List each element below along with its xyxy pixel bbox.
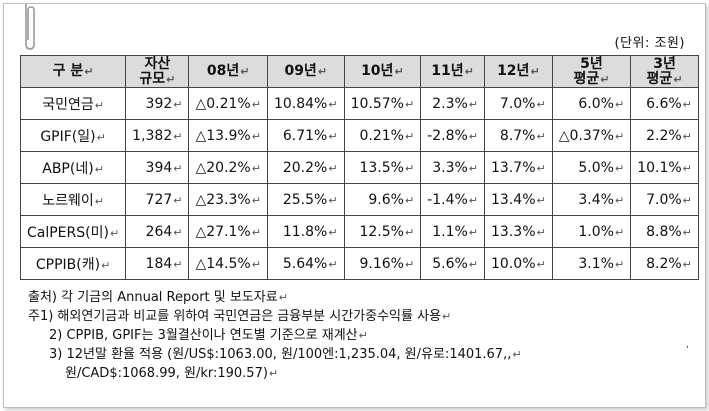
column-header-text: 5년	[580, 55, 603, 72]
value-cell: △27.1%↵	[188, 215, 268, 248]
value-cell: 13.4%↵	[484, 183, 553, 216]
fund-name-cell: 국민연금↵	[19, 87, 127, 120]
value-cell: △20.2%↵	[188, 151, 268, 184]
value-cell: 6.71%↵	[266, 119, 345, 152]
note-2: 2) CPPIB, GPIF는 3월결산이나 연도별 기준으로 재계산↵	[49, 328, 368, 343]
value-cell: △13.9%↵	[188, 119, 268, 152]
column-header: 10년↵	[343, 55, 422, 88]
column-header-text: 규모	[139, 70, 166, 87]
value-cell: 6.6%↵	[630, 87, 699, 120]
column-header: 08년↵	[188, 55, 268, 88]
value-cell: △23.3%↵	[188, 183, 268, 216]
column-header-text: 자산	[144, 55, 171, 72]
pension-returns-table: 구 분↵ 자산 규모↵ 08년↵ 09년↵ 10년↵ 11년↵ 12년↵ 5년 평균↵ 3년 평균↵ …	[19, 55, 699, 280]
value-cell: 1.0%↵	[551, 215, 632, 248]
value-cell: 3.4%↵	[551, 183, 632, 216]
note-1: 주1) 해외연기금과 비교를 위하여 국민연금은 금융부분 시간가중수익률 사용…	[28, 309, 452, 324]
column-header-text: 구 분	[52, 63, 84, 79]
fund-name-cell: CPPIB(캐)↵	[19, 247, 127, 280]
column-header-text: 평균	[573, 70, 600, 87]
value-cell: △0.37%↵	[551, 119, 632, 152]
value-cell: 3.1%↵	[551, 247, 632, 280]
value-cell: 10.1%↵	[630, 151, 699, 184]
value-cell: 5.0%↵	[551, 151, 632, 184]
table-row: CPPIB(캐)↵ 184↵ △14.5%↵ 5.64%↵ 9.16%↵ 5.6%↵ 10.…	[19, 247, 699, 280]
value-cell: 10.84%↵	[266, 87, 345, 120]
fund-name-cell: ABP(네)↵	[19, 151, 127, 184]
value-cell: 3.3%↵	[420, 151, 486, 184]
table-row: GPIF(일)↵ 1,382↵ △13.9%↵ 6.71%↵ 0.21%↵ -2.8%↵ 8…	[19, 119, 699, 152]
value-cell: -1.4%↵	[420, 183, 486, 216]
column-header: 3년 평균↵	[630, 55, 699, 88]
value-cell: 8.8%↵	[630, 215, 699, 248]
paperclip-icon	[25, 4, 35, 50]
note-3: 3) 12년말 환율 적용 (원/US$:1063.00, 원/100엔:1,2…	[49, 347, 522, 362]
column-header: 5년 평균↵	[551, 55, 632, 88]
value-cell: 20.2%↵	[266, 151, 345, 184]
table-header-row: 구 분↵ 자산 규모↵ 08년↵ 09년↵ 10년↵ 11년↵ 12년↵ 5년 평균↵ 3년 평균↵	[19, 55, 699, 88]
column-header-text: 11년	[431, 63, 464, 79]
column-header-text: 08년	[206, 63, 240, 79]
fund-name-cell: GPIF(일)↵	[19, 119, 127, 152]
value-cell: △0.21%↵	[188, 87, 268, 120]
value-cell: 1,382↵	[125, 119, 190, 152]
value-cell: 184↵	[125, 247, 190, 280]
column-header-text: 12년	[497, 63, 530, 79]
column-header-text: 3년	[653, 55, 676, 72]
fund-name-cell: 노르웨이↵	[19, 183, 127, 216]
value-cell: 264↵	[125, 215, 190, 248]
value-cell: 13.3%↵	[484, 215, 553, 248]
value-cell: 13.7%↵	[484, 151, 553, 184]
value-cell: 8.2%↵	[630, 247, 699, 280]
column-header-text: 평균	[646, 70, 673, 87]
table-row: 국민연금↵ 392↵ △0.21%↵ 10.84%↵ 10.57%↵ 2.3%↵ 7.0%↵…	[19, 87, 699, 120]
value-cell: 6.0%↵	[551, 87, 632, 120]
value-cell: 9.6%↵	[343, 183, 422, 216]
value-cell: 10.57%↵	[343, 87, 422, 120]
value-cell: 11.8%↵	[266, 215, 345, 248]
value-cell: △14.5%↵	[188, 247, 268, 280]
table-row: CalPERS(미)↵ 264↵ △27.1%↵ 11.8%↵ 12.5%↵ 1.1%↵ 1…	[19, 215, 699, 248]
value-cell: 7.0%↵	[484, 87, 553, 120]
value-cell: 10.0%↵	[484, 247, 553, 280]
notes-block: 출처) 각 기금의 Annual Report 및 보도자료↵ 주1) 해외연기…	[28, 288, 522, 383]
unit-label: (단위: 조원)	[614, 36, 685, 51]
value-cell: 7.0%↵	[630, 183, 699, 216]
column-header: 11년↵	[420, 55, 486, 88]
value-cell: 5.6%↵	[420, 247, 486, 280]
value-cell: 5.64%↵	[266, 247, 345, 280]
source-note: 출처) 각 기금의 Annual Report 및 보도자료↵	[28, 290, 288, 305]
value-cell: 8.7%↵	[484, 119, 553, 152]
value-cell: 0.21%↵	[343, 119, 422, 152]
value-cell: 9.16%↵	[343, 247, 422, 280]
column-header: 자산 규모↵	[125, 55, 190, 88]
value-cell: 394↵	[125, 151, 190, 184]
column-header: 12년↵	[484, 55, 553, 88]
value-cell: 13.5%↵	[343, 151, 422, 184]
value-cell: 392↵	[125, 87, 190, 120]
value-cell: 12.5%↵	[343, 215, 422, 248]
value-cell: -2.8%↵	[420, 119, 486, 152]
value-cell: 25.5%↵	[266, 183, 345, 216]
table-row: 노르웨이↵ 727↵ △23.3%↵ 25.5%↵ 9.6%↵ -1.4%↵ 13.4%↵ 3…	[19, 183, 699, 216]
column-header-text: 09년	[284, 63, 317, 79]
column-header-text: 10년	[361, 63, 394, 79]
fund-name-cell: CalPERS(미)↵	[19, 215, 127, 248]
note-3-continued: 원/CAD$:1068.99, 원/kr:190.57)↵	[65, 366, 279, 381]
value-cell: 2.2%↵	[630, 119, 699, 152]
column-header: 구 분↵	[19, 55, 127, 88]
value-cell: 727↵	[125, 183, 190, 216]
value-cell: 1.1%↵	[420, 215, 486, 248]
table-row: ABP(네)↵ 394↵ △20.2%↵ 20.2%↵ 13.5%↵ 3.3%↵ 13.7%…	[19, 151, 699, 184]
stray-mark: ,	[686, 340, 689, 350]
column-header: 09년↵	[266, 55, 345, 88]
value-cell: 2.3%↵	[420, 87, 486, 120]
